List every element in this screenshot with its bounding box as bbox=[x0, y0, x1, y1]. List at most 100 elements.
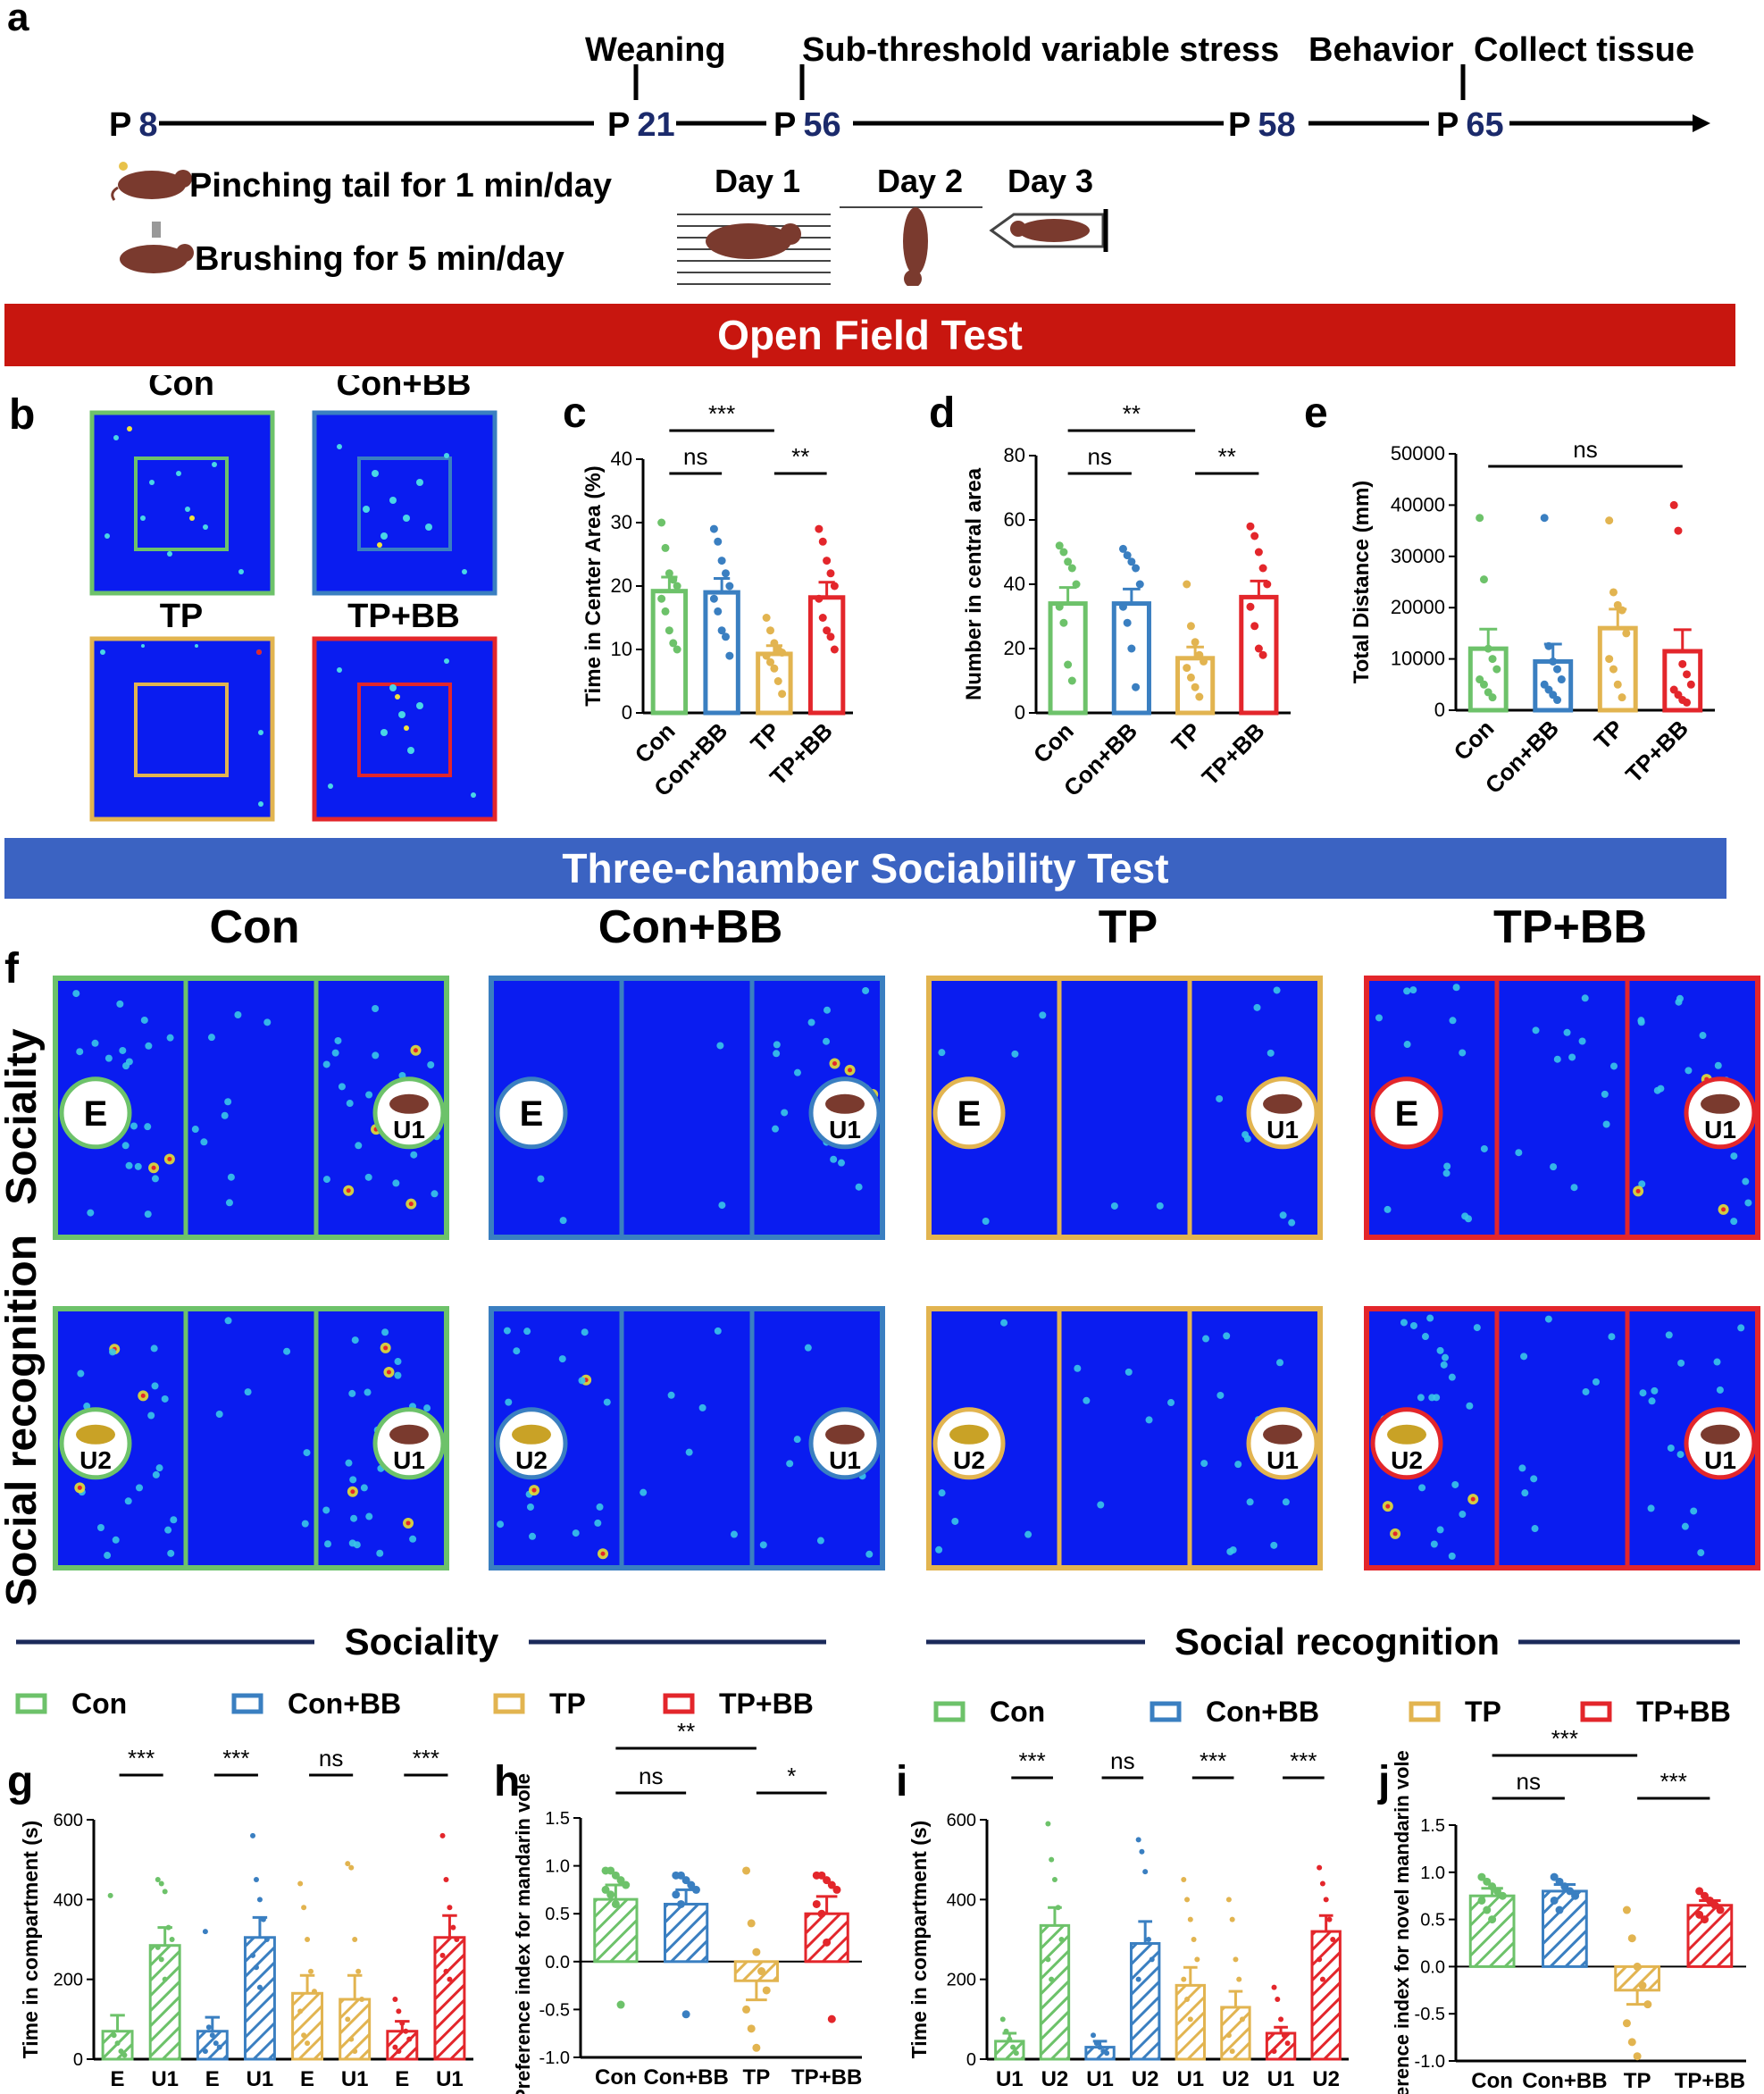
significance-label: * bbox=[787, 1763, 796, 1789]
y-tick-label: -0.5 bbox=[539, 2000, 570, 2020]
x-tick-label: TP+BB bbox=[1197, 717, 1270, 791]
compartment-marker bbox=[1370, 1076, 1443, 1150]
data-point bbox=[1184, 1897, 1191, 1903]
bar bbox=[1310, 1930, 1342, 2061]
data-point bbox=[1701, 1891, 1710, 1900]
panel-f: f Sociality Social recognition Con Con+B… bbox=[0, 902, 1760, 1606]
x-tick-label: TP bbox=[1589, 715, 1629, 755]
legend-swatch bbox=[663, 1693, 695, 1714]
bar bbox=[243, 1936, 276, 2061]
marker-label: U2 bbox=[79, 1446, 112, 1474]
data-point bbox=[817, 1909, 826, 1918]
data-point bbox=[622, 1880, 631, 1889]
bar bbox=[1048, 601, 1088, 716]
data-point bbox=[1049, 1856, 1055, 1863]
data-point bbox=[826, 569, 835, 578]
three-chamber-banner: Three-chamber Sociability Test bbox=[4, 838, 1726, 899]
data-point bbox=[311, 1989, 317, 1995]
chamber-heatmap: U2 U1 bbox=[489, 1306, 885, 1570]
data-point bbox=[1010, 2044, 1016, 2050]
svg-text:P8: P8 bbox=[109, 106, 158, 144]
data-point bbox=[681, 2010, 690, 2019]
panel-letter-b: b bbox=[9, 391, 35, 439]
y-tick-label: 0.5 bbox=[1420, 1911, 1445, 1931]
legend-swatch bbox=[1409, 1701, 1441, 1722]
data-point bbox=[1225, 1897, 1232, 1903]
data-point bbox=[352, 2048, 358, 2055]
marker-label: E bbox=[957, 1094, 982, 1134]
data-point bbox=[1183, 580, 1191, 589]
data-point bbox=[669, 575, 678, 584]
section-headers: Sociality Social recognition Con Con+BB TP… bbox=[15, 1621, 1740, 1728]
data-point bbox=[121, 2052, 128, 2058]
data-point bbox=[1281, 2032, 1287, 2039]
significance-label: ns bbox=[319, 1745, 343, 1772]
mouse-icon bbox=[1387, 1424, 1426, 1445]
y-axis-label: Preference index for novel mandarin vole bbox=[1391, 1750, 1413, 2094]
bar bbox=[1686, 1904, 1734, 1968]
f-col-con: Con bbox=[209, 902, 299, 953]
data-point bbox=[766, 626, 775, 635]
significance-label: *** bbox=[1551, 1725, 1578, 1752]
data-point bbox=[1275, 1997, 1281, 2002]
data-point bbox=[216, 2044, 222, 2050]
y-tick-label: 10 bbox=[611, 638, 632, 660]
data-point bbox=[348, 1864, 355, 1871]
bar bbox=[1175, 1983, 1207, 2061]
data-point bbox=[396, 2008, 402, 2014]
x-tick-label: TP bbox=[745, 717, 785, 758]
y-tick-label: 400 bbox=[947, 1890, 976, 1910]
legend-swatch bbox=[493, 1693, 525, 1714]
treatment-brushing: Brushing for 5 min/day bbox=[195, 240, 564, 278]
p-prefix: P bbox=[1436, 106, 1459, 144]
data-point bbox=[1674, 526, 1683, 535]
significance-label: ns bbox=[1573, 436, 1597, 463]
data-point bbox=[1627, 1934, 1636, 1943]
data-point bbox=[1633, 2052, 1642, 2061]
x-tick-label: U1 bbox=[1176, 2067, 1204, 2091]
data-point bbox=[681, 1876, 690, 1885]
p-day-56: 56 bbox=[803, 106, 840, 144]
data-point bbox=[1544, 641, 1553, 650]
chamber-heatmap: E U1 bbox=[53, 976, 449, 1240]
mouse-icon bbox=[1701, 1424, 1740, 1445]
data-point bbox=[107, 1892, 113, 1898]
data-point bbox=[1184, 1997, 1191, 2002]
treatment-pinching: Pinching tail for 1 min/day bbox=[189, 167, 612, 205]
x-tick-label: Con bbox=[1449, 715, 1500, 766]
data-point bbox=[1072, 580, 1081, 589]
data-point bbox=[826, 632, 835, 641]
data-point bbox=[1049, 1976, 1055, 1982]
y-tick-label: 0.5 bbox=[545, 1905, 570, 1924]
y-tick-label: 600 bbox=[947, 1811, 976, 1830]
mouse-icon bbox=[111, 162, 192, 201]
day-2-label: Day 2 bbox=[877, 163, 963, 199]
data-point bbox=[1200, 657, 1208, 666]
data-point bbox=[832, 1885, 841, 1894]
marker-label: E bbox=[1395, 1094, 1419, 1134]
data-point bbox=[676, 1871, 685, 1880]
x-tick-label: TP+BB bbox=[1675, 2069, 1745, 2093]
data-point bbox=[657, 518, 666, 527]
y-tick-label: -1.0 bbox=[1415, 2052, 1445, 2072]
data-point bbox=[616, 2000, 625, 2009]
chamber-heatmap: E U1 bbox=[1364, 976, 1760, 1240]
day3-restraint-icon bbox=[989, 209, 1108, 252]
data-point bbox=[443, 1877, 449, 1882]
y-tick-label: 1.0 bbox=[545, 1857, 570, 1877]
significance-label: *** bbox=[128, 1745, 155, 1772]
data-point bbox=[815, 524, 823, 533]
data-point bbox=[305, 2040, 311, 2047]
bar bbox=[1129, 1941, 1161, 2061]
y-tick-label: 0.0 bbox=[1420, 1957, 1445, 1977]
data-point bbox=[673, 582, 681, 591]
data-point bbox=[1319, 1976, 1325, 1982]
of-heatmap-con bbox=[89, 410, 275, 596]
y-tick-label: 0.0 bbox=[545, 1953, 570, 1973]
data-point bbox=[1488, 655, 1497, 664]
panel-letter-e: e bbox=[1304, 393, 1328, 437]
data-point bbox=[297, 2008, 304, 2014]
marker-label: E bbox=[84, 1094, 108, 1134]
legend-label: TP+BB bbox=[1636, 1696, 1731, 1728]
data-point bbox=[721, 569, 730, 578]
